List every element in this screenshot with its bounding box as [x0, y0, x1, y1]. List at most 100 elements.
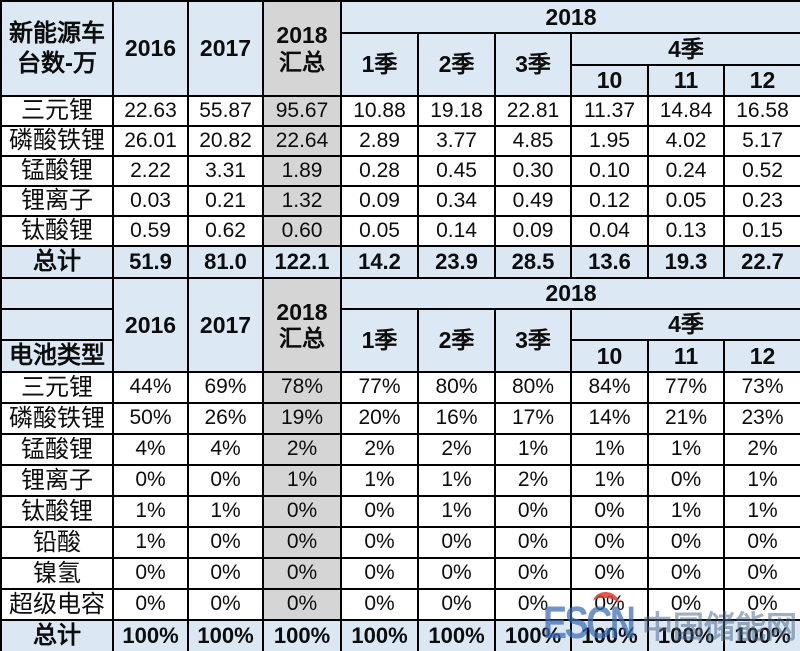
data-cell: 0%: [647, 526, 725, 559]
table2-header-row-1: 2016 2017 2018 汇总 2018: [0, 277, 800, 373]
data-cell: 55.87: [187, 95, 264, 127]
data-cell: 0%: [187, 557, 264, 590]
data-cell: 0.05: [340, 215, 419, 247]
data-cell: 1.95: [570, 125, 649, 157]
data-cell: 0%: [340, 495, 419, 528]
data-cell: 0.04: [570, 215, 649, 247]
table1-row: 锂离子 0.03 0.21 1.32 0.09 0.34 0.49 0.12 0.05 0.23: [0, 185, 800, 217]
data-cell: 2%: [262, 433, 342, 466]
data-cell: 0.30: [494, 155, 572, 187]
table2-col-q2: 2季: [417, 308, 496, 373]
data-cell: 0%: [417, 557, 496, 590]
table1-col-q2: 2季: [417, 32, 496, 97]
data-cell: 0.09: [340, 185, 419, 217]
row-label: 三元锂: [0, 371, 114, 404]
table2-col-2017: 2017: [187, 277, 264, 373]
data-cell: 26%: [187, 402, 264, 435]
data-cell: 0%: [722, 588, 800, 621]
table2-body: 三元锂 44% 69% 78% 77% 80% 80% 84% 77% 73% 磷酸铁锂 50% 26%…: [0, 371, 800, 651]
data-cell: 0%: [570, 557, 649, 590]
data-cell: 95.67: [262, 95, 342, 127]
data-cell: 77%: [647, 371, 725, 404]
data-cell: 1%: [112, 495, 189, 528]
table2-col-month-12: 12: [722, 339, 800, 373]
data-cell: 22.63: [112, 95, 189, 127]
table2-row: 磷酸铁锂 50% 26% 19% 20% 16% 17% 14% 21% 23%: [0, 402, 800, 435]
data-cell: 14.84: [647, 95, 725, 127]
data-cell: 23%: [722, 402, 800, 435]
data-cell: 2.22: [112, 155, 189, 187]
table2-header: 2016 2017 2018 汇总 2018 1季 2季 3季 4季 电池类型 …: [0, 277, 800, 373]
data-cell: 14%: [570, 402, 649, 435]
row-label: 超级电容: [0, 588, 114, 621]
data-cell: 1.32: [262, 185, 342, 217]
table1-col-q4: 4季: [569, 32, 800, 66]
data-cell: 0.10: [570, 155, 649, 187]
table1-header: 新能源车台数-万 2016 2017 2018 汇总 2018 1季 2季 3季…: [0, 0, 800, 97]
data-cell: 0%: [494, 526, 572, 559]
data-cell: 1%: [112, 526, 189, 559]
row-label: 锂离子: [0, 185, 114, 217]
data-cell: 0%: [417, 588, 496, 621]
table2-corner-spacer-2: [0, 308, 114, 341]
data-cell: 0%: [570, 526, 649, 559]
row-label: 镍氢: [0, 557, 114, 590]
data-cell: 0%: [262, 495, 342, 528]
data-cell: 0.49: [494, 185, 572, 217]
data-cell: 0%: [187, 464, 264, 497]
table2-header-row-2: 1季 2季 3季 4季: [0, 308, 800, 373]
data-cell: 1%: [494, 433, 572, 466]
table1-row: 三元锂 22.63 55.87 95.67 10.88 19.18 22.81 11.37 14…: [0, 95, 800, 127]
data-cell: 2.89: [340, 125, 419, 157]
data-cell: 2%: [340, 433, 419, 466]
data-cell: 1%: [722, 495, 800, 528]
total-cell: 23.9: [417, 245, 496, 279]
table2-col-2016: 2016: [112, 277, 189, 373]
table1-col-month-11: 11: [647, 64, 725, 97]
table2-col-q4: 4季: [569, 308, 800, 341]
data-cell: 1%: [417, 495, 496, 528]
data-cell: 77%: [340, 371, 419, 404]
data-cell: 78%: [262, 371, 342, 404]
table1-col-month-10: 10: [570, 64, 649, 97]
table1-corner-label: 新能源车台数-万: [0, 0, 114, 97]
data-cell: 1%: [722, 464, 800, 497]
row-label: 三元锂: [0, 95, 114, 127]
data-cell: 0%: [112, 464, 189, 497]
table1-col-q3: 3季: [494, 32, 572, 97]
table1-col-q1: 1季: [340, 32, 419, 97]
data-cell: 0%: [494, 495, 572, 528]
data-cell: 0.59: [112, 215, 189, 247]
data-cell: 2%: [417, 433, 496, 466]
total-cell: 81.0: [187, 245, 264, 279]
total-cell: 100%: [187, 619, 264, 651]
data-cell: 0%: [494, 588, 572, 621]
data-cell: 0%: [570, 495, 649, 528]
table1-col-month-12: 12: [722, 64, 800, 97]
row-label: 磷酸铁锂: [0, 402, 114, 435]
table2-corner-label: 电池类型: [0, 339, 114, 373]
data-cell: 22.81: [494, 95, 572, 127]
data-cell: 80%: [417, 371, 496, 404]
table1-col-2017: 2017: [187, 0, 264, 97]
data-cell: 0.62: [187, 215, 264, 247]
data-cell: 0%: [340, 588, 419, 621]
data-cell: 0%: [262, 588, 342, 621]
row-label: 钛酸锂: [0, 215, 114, 247]
table1-header-row-3: 10 11 12: [1, 64, 800, 97]
data-cell: 4%: [112, 433, 189, 466]
data-cell: 4%: [187, 433, 264, 466]
data-cell: 0%: [647, 588, 725, 621]
row-label: 铅酸: [0, 526, 114, 559]
data-cell: 0%: [570, 588, 649, 621]
total-cell: 100%: [722, 619, 800, 651]
total-cell: 51.9: [112, 245, 189, 279]
data-cell: 0%: [262, 526, 342, 559]
row-label: 锰酸锂: [0, 155, 114, 187]
data-cell: 0.12: [570, 185, 649, 217]
data-cell: 1%: [187, 495, 264, 528]
data-cell: 26.01: [112, 125, 189, 157]
table1-body: 三元锂 22.63 55.87 95.67 10.88 19.18 22.81 11.37 14…: [0, 95, 800, 279]
data-cell: 0.45: [417, 155, 496, 187]
total-cell: 22.7: [722, 245, 800, 279]
